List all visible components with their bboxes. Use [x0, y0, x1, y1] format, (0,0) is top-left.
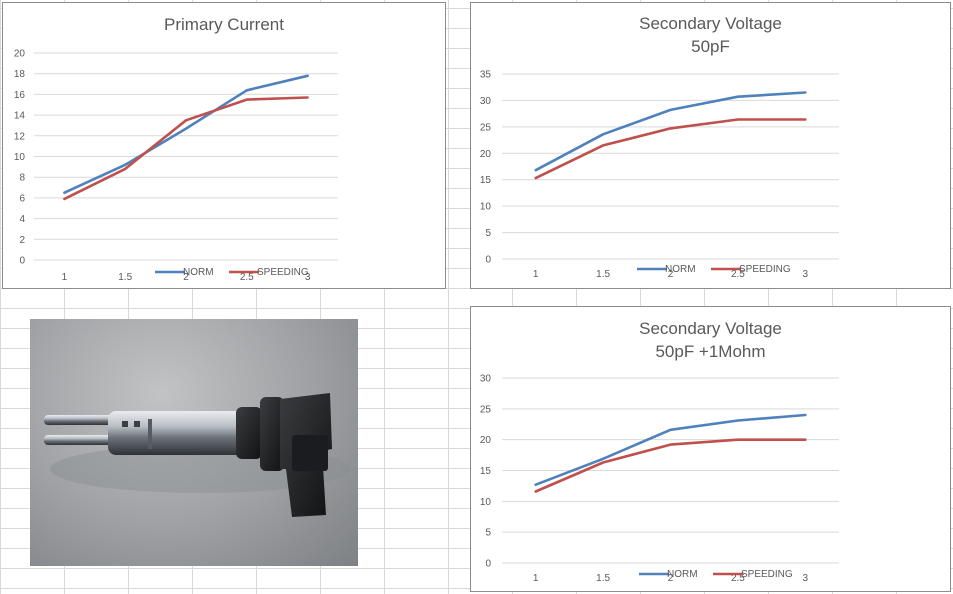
- y-tick-label: 10: [14, 152, 26, 163]
- legend-label-norm: NORM: [665, 264, 696, 275]
- ignition-coil-photo: [30, 319, 358, 566]
- chart-title: Secondary Voltage: [639, 14, 782, 33]
- y-tick-label: 12: [14, 131, 26, 142]
- y-tick-label: 15: [480, 466, 492, 477]
- legend-label-norm: NORM: [667, 569, 698, 580]
- y-tick-label: 0: [485, 255, 491, 266]
- y-tick-label: 0: [19, 256, 25, 267]
- y-tick-label: 5: [485, 528, 491, 539]
- chart-plot: 0 5 10 15 20 25 30 35 1 1.5 2 2.5 3 NORM SPEEDING: [480, 70, 839, 280]
- x-tick-label: 2.5: [240, 272, 254, 283]
- x-tick-label: 1.5: [118, 272, 132, 283]
- y-tick-label: 10: [480, 497, 492, 508]
- y-tick-label: 2: [19, 235, 25, 246]
- y-tick-label: 20: [480, 149, 492, 160]
- y-tick-label: 4: [19, 214, 25, 225]
- y-tick-label: 10: [480, 202, 492, 213]
- primary-current-chart[interactable]: Primary Current 0 2 4 6 8 10 12 14 16 18 20 1 1.5 2 2.…: [2, 2, 446, 289]
- y-tick-label: 20: [14, 49, 26, 60]
- x-tick-label: 1: [533, 269, 539, 280]
- y-tick-label: 15: [480, 175, 492, 186]
- ignition-coil-illustration: [44, 393, 350, 517]
- y-tick-label: 5: [485, 228, 491, 239]
- y-tick-label: 8: [19, 173, 25, 184]
- legend-label-speeding: SPEEDING: [257, 267, 309, 278]
- y-tick-label: 30: [480, 96, 492, 107]
- chart-plot: 0 5 10 15 20 25 30 1 1.5 2 2.5 3 NORM SPEEDING: [480, 374, 839, 584]
- x-tick-label: 1.5: [596, 573, 610, 584]
- x-tick-label: 3: [305, 272, 311, 283]
- series-line-speeding: [63, 96, 309, 201]
- x-tick-label: 1.5: [596, 269, 610, 280]
- y-tick-label: 18: [14, 69, 26, 80]
- secondary-voltage-50pf-1mohm-chart[interactable]: Secondary Voltage 50pF +1Mohm 0 5 10 15 20 25…: [470, 306, 951, 592]
- x-tick-label: 2: [183, 272, 189, 283]
- y-tick-label: 25: [480, 122, 492, 133]
- y-tick-label: 30: [480, 374, 492, 385]
- x-tick-label: 1: [62, 272, 68, 283]
- y-tick-label: 14: [14, 111, 26, 122]
- chart-subtitle: 50pF: [691, 37, 730, 56]
- chart-title: Primary Current: [164, 15, 284, 34]
- legend-label-speeding: SPEEDING: [739, 264, 791, 275]
- y-tick-label: 35: [480, 70, 492, 81]
- y-tick-label: 25: [480, 404, 492, 415]
- x-tick-label: 2.5: [731, 573, 745, 584]
- chart-plot: 0 2 4 6 8 10 12 14 16 18 20 1 1.5 2 2.5 3 NORM SPEEDING: [14, 49, 338, 283]
- y-tick-label: 6: [19, 193, 25, 204]
- y-tick-label: 20: [480, 435, 492, 446]
- x-tick-label: 1: [533, 573, 539, 584]
- y-tick-label: 0: [485, 559, 491, 570]
- secondary-voltage-50pf-chart[interactable]: Secondary Voltage 50pF 0 5 10 15 20 25 30 35 1 1.…: [470, 2, 951, 289]
- x-tick-label: 3: [803, 269, 809, 280]
- x-tick-label: 2: [668, 269, 674, 280]
- legend-label-norm: NORM: [183, 267, 214, 278]
- legend-label-speeding: SPEEDING: [741, 569, 793, 580]
- chart-subtitle: 50pF +1Mohm: [655, 342, 766, 361]
- x-tick-label: 3: [803, 573, 809, 584]
- chart-title: Secondary Voltage: [639, 319, 782, 338]
- series-line-speeding: [534, 438, 807, 493]
- x-tick-label: 2.5: [731, 269, 745, 280]
- x-tick-label: 2: [668, 573, 674, 584]
- y-tick-label: 16: [14, 90, 26, 101]
- series-line-norm: [63, 74, 309, 194]
